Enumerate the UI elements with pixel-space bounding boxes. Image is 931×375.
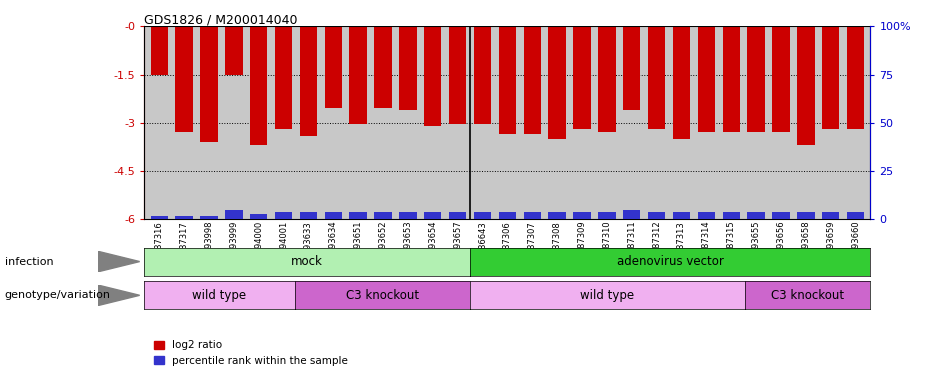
Text: C3 knockout: C3 knockout bbox=[345, 289, 419, 302]
Bar bbox=[449, 211, 466, 219]
Bar bbox=[325, 26, 342, 108]
Bar bbox=[623, 26, 641, 110]
Bar bbox=[349, 26, 367, 124]
Bar bbox=[374, 211, 392, 219]
Text: genotype/variation: genotype/variation bbox=[5, 290, 111, 300]
Text: GDS1826 / M200014040: GDS1826 / M200014040 bbox=[144, 13, 298, 26]
Bar bbox=[648, 26, 666, 129]
Bar bbox=[275, 211, 292, 219]
Bar bbox=[797, 26, 815, 146]
Bar bbox=[722, 26, 740, 132]
Bar bbox=[523, 26, 541, 134]
Bar bbox=[499, 211, 516, 219]
Text: mock: mock bbox=[291, 255, 323, 268]
Bar bbox=[673, 211, 690, 219]
Bar bbox=[623, 210, 641, 219]
Bar bbox=[697, 26, 715, 132]
Bar bbox=[300, 26, 317, 136]
Polygon shape bbox=[98, 251, 140, 272]
Bar bbox=[598, 211, 615, 219]
Text: C3 knockout: C3 knockout bbox=[771, 289, 844, 302]
Text: wild type: wild type bbox=[581, 289, 635, 302]
Bar bbox=[399, 211, 417, 219]
Bar bbox=[225, 210, 243, 219]
Bar bbox=[275, 26, 292, 129]
Bar bbox=[151, 26, 168, 75]
Bar bbox=[250, 26, 267, 146]
Bar bbox=[673, 26, 690, 139]
Bar bbox=[349, 211, 367, 219]
Bar bbox=[474, 211, 492, 219]
Bar bbox=[200, 26, 218, 142]
Bar bbox=[722, 211, 740, 219]
Bar bbox=[175, 26, 193, 132]
Bar bbox=[425, 211, 441, 219]
Bar bbox=[425, 26, 441, 126]
Bar bbox=[822, 211, 840, 219]
Bar bbox=[325, 211, 342, 219]
Bar bbox=[748, 211, 764, 219]
Bar bbox=[225, 26, 243, 75]
Bar bbox=[573, 211, 590, 219]
Bar bbox=[374, 26, 392, 108]
Bar bbox=[847, 211, 864, 219]
Bar bbox=[573, 26, 590, 129]
Bar bbox=[474, 26, 492, 124]
Polygon shape bbox=[98, 285, 140, 306]
Bar bbox=[648, 211, 666, 219]
Bar bbox=[449, 26, 466, 124]
Bar bbox=[598, 26, 615, 132]
Legend: log2 ratio, percentile rank within the sample: log2 ratio, percentile rank within the s… bbox=[150, 336, 353, 370]
Bar bbox=[499, 26, 516, 134]
Bar bbox=[772, 211, 789, 219]
Text: wild type: wild type bbox=[193, 289, 247, 302]
Bar bbox=[822, 26, 840, 129]
Bar bbox=[748, 26, 764, 132]
Bar bbox=[399, 26, 417, 110]
Bar bbox=[200, 216, 218, 219]
Bar bbox=[175, 216, 193, 219]
Bar bbox=[523, 211, 541, 219]
Bar bbox=[300, 211, 317, 219]
Bar bbox=[772, 26, 789, 132]
Bar bbox=[548, 26, 566, 139]
Text: infection: infection bbox=[5, 256, 53, 267]
Bar bbox=[151, 216, 168, 219]
Bar bbox=[697, 211, 715, 219]
Text: adenovirus vector: adenovirus vector bbox=[616, 255, 723, 268]
Bar bbox=[797, 211, 815, 219]
Bar bbox=[548, 211, 566, 219]
Bar bbox=[847, 26, 864, 129]
Bar bbox=[250, 214, 267, 219]
